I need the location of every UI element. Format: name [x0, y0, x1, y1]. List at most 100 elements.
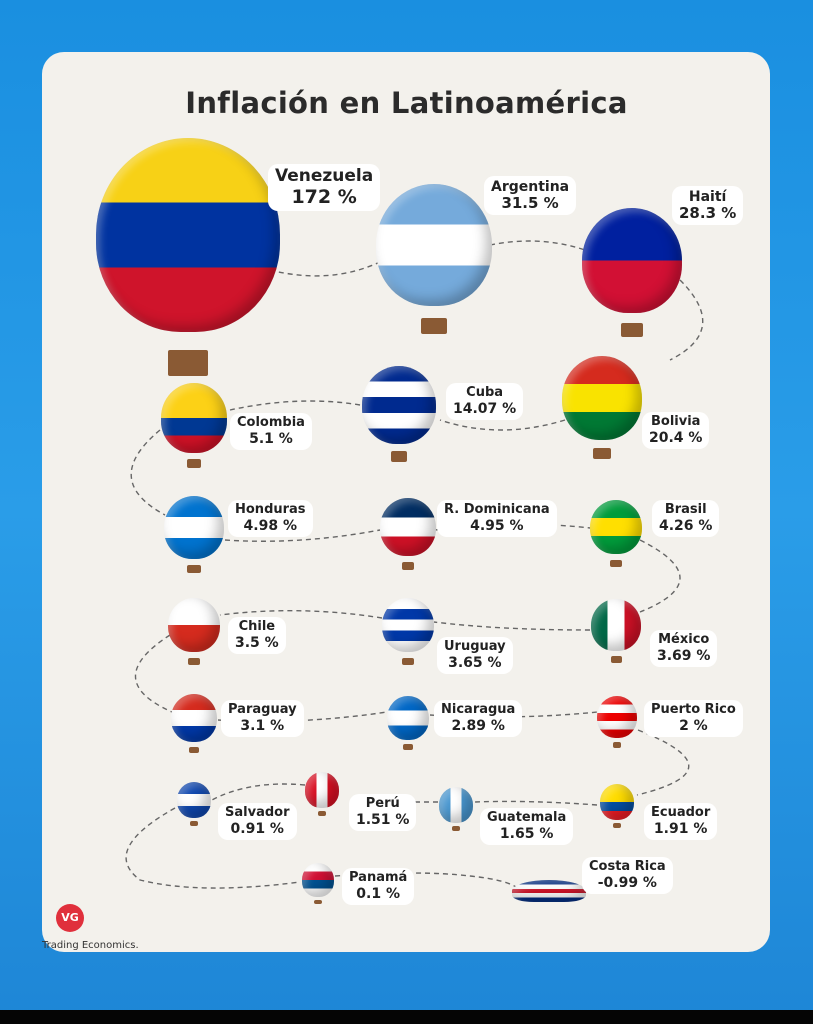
puerto-rico-balloon-icon [597, 696, 637, 738]
uruguay-balloon-icon [382, 597, 434, 653]
country-label: Nicaragua 2.89 % [434, 700, 523, 738]
paraguay-basket-icon [188, 746, 200, 754]
country-name: Nicaragua [441, 702, 516, 717]
country-label: Panamá 0.1 % [342, 868, 415, 906]
chile-basket-icon [188, 657, 200, 665]
page-title: Inflación en Latinoamérica [185, 86, 628, 120]
country-name: Perú [365, 796, 400, 811]
inflation-value: 1.91 % [653, 820, 708, 837]
inflation-value: 2 % [679, 717, 708, 734]
country-name: México [658, 632, 710, 647]
bolivia-balloon-icon [562, 356, 642, 440]
honduras-balloon-icon [164, 495, 224, 559]
country-label: Venezuela 172 % [268, 164, 381, 212]
puerto-rico-basket-icon [612, 742, 622, 748]
country-name: Honduras [235, 502, 306, 517]
country-name: Cuba [466, 385, 504, 400]
ecuador-balloon-icon [600, 784, 634, 820]
nicaragua-basket-icon [403, 744, 413, 751]
inflation-value: 172 % [291, 185, 357, 208]
inflation-value: 4.26 % [659, 517, 713, 534]
colombia-basket-icon [186, 459, 202, 469]
country-label: Costa Rica -0.99 % [582, 857, 673, 895]
inflation-value: 14.07 % [453, 400, 517, 417]
inflation-value: 20.4 % [649, 429, 703, 446]
country-name: R. Dominicana [444, 502, 550, 517]
brasil-balloon-icon [590, 499, 642, 555]
country-name: Uruguay [444, 639, 506, 654]
inflation-value: 1.51 % [356, 811, 410, 828]
source-credit: Trading Economics. [42, 940, 139, 951]
inflation-value: 3.65 % [448, 654, 502, 671]
country-name: Salvador [225, 805, 290, 820]
per--basket-icon [318, 811, 326, 816]
hait--balloon-icon [582, 207, 682, 313]
nicaragua-balloon-icon [387, 695, 429, 741]
country-name: Puerto Rico [651, 702, 736, 717]
country-label: Puerto Rico 2 % [644, 700, 743, 738]
vg-logo: VG [56, 904, 84, 932]
inflation-value: 2.89 % [451, 717, 505, 734]
country-label: Guatemala 1.65 % [480, 808, 574, 846]
inflation-value: 31.5 % [501, 194, 559, 213]
country-name: Guatemala [487, 810, 567, 825]
country-label: Ecuador 1.91 % [644, 803, 718, 841]
uruguay-basket-icon [402, 657, 414, 665]
country-name: Costa Rica [589, 859, 666, 874]
country-name: Haití [688, 189, 727, 205]
salvador-basket-icon [190, 821, 198, 826]
country-label: Brasil 4.26 % [652, 500, 720, 538]
venezuela-balloon-icon [96, 138, 280, 332]
salvador-balloon-icon [177, 782, 211, 818]
inflation-value: 3.69 % [657, 647, 711, 664]
country-label: Uruguay 3.65 % [437, 637, 513, 675]
inflation-value: 0.91 % [230, 820, 284, 837]
guatemala-basket-icon [452, 826, 460, 831]
inflation-value: 1.65 % [499, 825, 554, 842]
country-name: Colombia [237, 415, 305, 430]
argentina-balloon-icon [376, 184, 492, 306]
country-label: Perú 1.51 % [349, 794, 417, 832]
country-name: Venezuela [275, 166, 374, 186]
venezuela-basket-icon [167, 350, 209, 376]
country-name: Bolivia [650, 414, 701, 429]
inflation-value: 5.1 % [249, 430, 293, 447]
country-label: Haití 28.3 % [672, 186, 744, 226]
country-label: Cuba 14.07 % [446, 383, 524, 421]
m-xico-balloon-icon [591, 598, 641, 652]
inflation-value: 3.1 % [240, 717, 285, 734]
argentina-basket-icon [421, 317, 447, 334]
country-label: Chile 3.5 % [228, 617, 286, 655]
country-name: Panamá [349, 870, 408, 885]
hait--basket-icon [621, 322, 643, 337]
panam--basket-icon [314, 900, 322, 905]
honduras-basket-icon [187, 564, 201, 573]
country-label: México 3.69 % [650, 630, 718, 668]
m-xico-basket-icon [610, 656, 622, 664]
inflation-value: -0.99 % [597, 874, 657, 891]
bottom-bar [0, 1010, 813, 1024]
country-name: Brasil [664, 502, 707, 517]
guatemala-balloon-icon [439, 787, 473, 823]
country-name: Chile [238, 619, 276, 634]
brasil-basket-icon [610, 559, 622, 567]
country-label: Honduras 4.98 % [228, 500, 313, 538]
inflation-value: 28.3 % [679, 204, 737, 223]
country-label: Bolivia 20.4 % [642, 412, 710, 450]
ecuador-basket-icon [613, 823, 621, 828]
country-name: Paraguay [228, 702, 297, 717]
cuba-balloon-icon [362, 366, 436, 444]
country-label: Paraguay 3.1 % [221, 700, 304, 738]
colombia-balloon-icon [161, 383, 227, 453]
country-name: Argentina [491, 179, 570, 195]
inflation-value: 3.5 % [235, 634, 279, 651]
bolivia-basket-icon [593, 448, 611, 460]
country-label: Argentina 31.5 % [484, 176, 577, 216]
inflation-value: 4.98 % [243, 517, 297, 534]
cuba-basket-icon [390, 451, 408, 462]
paraguay-balloon-icon [171, 693, 217, 743]
chile-balloon-icon [168, 597, 220, 653]
r-dominicana-balloon-icon [380, 497, 436, 557]
panam--balloon-icon [302, 863, 334, 897]
